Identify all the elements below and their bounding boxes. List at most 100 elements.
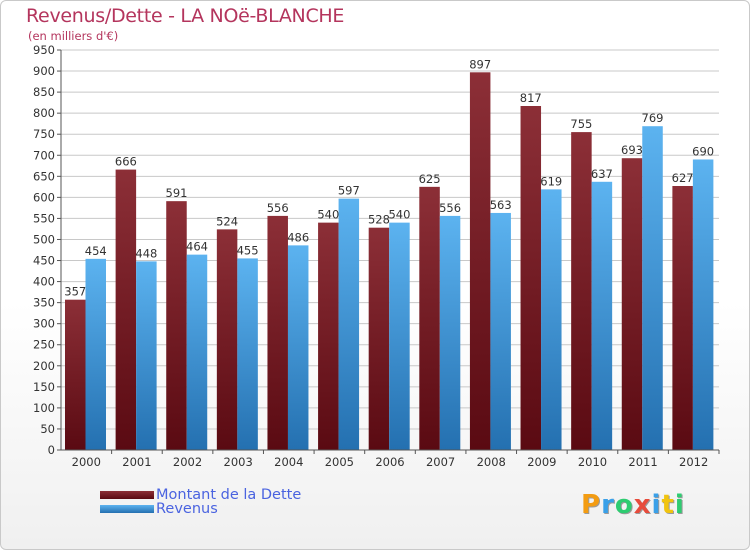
- y-tick-label: 350: [33, 296, 55, 310]
- data-label-debt-2010: 755: [570, 117, 592, 131]
- y-tick-label: 600: [33, 190, 55, 204]
- bar-debt-2012: [672, 186, 693, 450]
- data-label-revenue-2003: 455: [237, 243, 259, 257]
- logo-letter: x: [633, 490, 652, 520]
- bar-revenue-2007: [439, 215, 461, 450]
- data-label-debt-2009: 817: [520, 91, 542, 105]
- bar-debt-2001: [115, 169, 137, 450]
- logo-letter: r: [601, 490, 615, 520]
- data-label-revenue-2012: 690: [692, 144, 714, 158]
- bar-debt-2010: [571, 132, 592, 450]
- bar-revenue-2009: [541, 189, 562, 451]
- bar-debt-2000: [65, 299, 86, 450]
- y-tick-label: 850: [33, 85, 55, 99]
- data-labels: 3574546664485914645244555564865405975285…: [64, 57, 714, 298]
- data-label-revenue-2009: 619: [540, 174, 562, 188]
- legend-label-revenue: Revenus: [156, 501, 218, 517]
- y-tick-label: 50: [40, 422, 55, 436]
- bar-debt-2005: [318, 222, 339, 450]
- x-tick-label-2012: 2012: [679, 455, 708, 469]
- data-label-revenue-2000: 454: [85, 244, 107, 258]
- bar-debt-2003: [216, 229, 238, 450]
- data-label-revenue-2002: 464: [186, 240, 208, 254]
- logo-letter: t: [661, 490, 675, 520]
- bar-revenue-2011: [642, 126, 663, 451]
- y-tick-label: 900: [33, 64, 55, 78]
- axes: 0 50 100 150 200 250 300 350 400 450 500 550 600 650 7…: [33, 43, 720, 469]
- x-tick-label-2001: 2001: [122, 455, 151, 469]
- logo-letter: i: [674, 490, 685, 520]
- bar-revenue-2008: [490, 212, 511, 450]
- y-tick-label: 250: [33, 338, 55, 352]
- y-tick-label: 500: [33, 232, 55, 246]
- x-tick-label-2011: 2011: [628, 455, 657, 469]
- bar-revenue-2001: [136, 261, 157, 450]
- chart-title: Revenus/Dette - LA NOë-BLANCHE: [26, 5, 345, 27]
- bars: [65, 72, 714, 451]
- data-label-revenue-2007: 556: [439, 201, 461, 215]
- data-label-revenue-2010: 637: [591, 167, 613, 181]
- bar-debt-2009: [520, 106, 542, 450]
- x-tick-label-2003: 2003: [224, 455, 253, 469]
- bar-debt-2008: [469, 72, 491, 450]
- bar-revenue-2000: [85, 258, 106, 450]
- y-tick-label: 950: [33, 43, 55, 57]
- y-tick-label: 750: [33, 127, 55, 141]
- logo-letter: i: [651, 490, 662, 520]
- bar-revenue-2005: [338, 198, 360, 450]
- bar-revenue-2004: [287, 245, 309, 450]
- bar-revenue-2002: [186, 254, 208, 450]
- y-tick-label: 450: [33, 254, 55, 268]
- x-tick-label-2005: 2005: [325, 455, 354, 469]
- data-label-debt-2002: 591: [166, 186, 188, 200]
- data-label-revenue-2004: 486: [287, 230, 309, 244]
- x-tick-label-2010: 2010: [578, 455, 607, 469]
- bar-debt-2007: [419, 186, 440, 450]
- y-tick-label: 700: [33, 148, 55, 162]
- logo-letter: o: [614, 490, 634, 520]
- x-tick-label-2006: 2006: [375, 455, 404, 469]
- data-label-debt-2005: 540: [317, 208, 339, 222]
- y-tick-label: 550: [33, 211, 55, 225]
- y-tick-label: 300: [33, 317, 55, 331]
- x-tick-label-2009: 2009: [527, 455, 556, 469]
- legend-swatch-revenue: [100, 505, 154, 513]
- data-label-debt-2004: 556: [267, 201, 289, 215]
- data-label-debt-2012: 627: [672, 171, 694, 185]
- bar-revenue-2003: [237, 258, 258, 450]
- data-label-revenue-2006: 540: [388, 208, 410, 222]
- bar-debt-2004: [267, 215, 288, 450]
- legend-item-revenue: Revenus: [100, 501, 218, 517]
- y-tick-label: 800: [33, 106, 55, 120]
- data-label-debt-2011: 693: [621, 143, 643, 157]
- legend-item-debt: Montant de la Dette: [100, 487, 301, 503]
- data-label-debt-2000: 357: [64, 285, 86, 299]
- x-tick-label-2008: 2008: [477, 455, 506, 469]
- x-tick-label-2004: 2004: [274, 455, 303, 469]
- bar-debt-2006: [368, 227, 390, 450]
- y-tick-label: 150: [33, 380, 55, 394]
- y-tick-label: 400: [33, 275, 55, 289]
- x-tick-label-2000: 2000: [72, 455, 101, 469]
- x-tick-label-2002: 2002: [173, 455, 202, 469]
- x-tick-label-2007: 2007: [426, 455, 455, 469]
- y-tick-label: 650: [33, 169, 55, 183]
- data-label-revenue-2008: 563: [490, 198, 512, 212]
- bar-revenue-2010: [591, 181, 613, 450]
- proxiti-logo: Proxiti: [581, 490, 685, 520]
- chart-subtitle: (en milliers d'€): [28, 29, 119, 43]
- data-label-debt-2003: 524: [216, 214, 238, 228]
- data-label-debt-2006: 528: [368, 213, 390, 227]
- data-label-debt-2001: 666: [115, 155, 137, 169]
- bar-revenue-2012: [692, 159, 714, 450]
- bar-debt-2011: [621, 158, 643, 451]
- logo-letter: P: [581, 490, 602, 520]
- data-label-debt-2008: 897: [469, 57, 491, 71]
- data-label-revenue-2001: 448: [135, 246, 157, 260]
- bar-revenue-2006: [389, 222, 410, 450]
- bar-debt-2002: [166, 201, 187, 450]
- data-label-revenue-2005: 597: [338, 184, 360, 198]
- data-label-revenue-2011: 769: [642, 111, 664, 125]
- data-label-debt-2007: 625: [419, 172, 441, 186]
